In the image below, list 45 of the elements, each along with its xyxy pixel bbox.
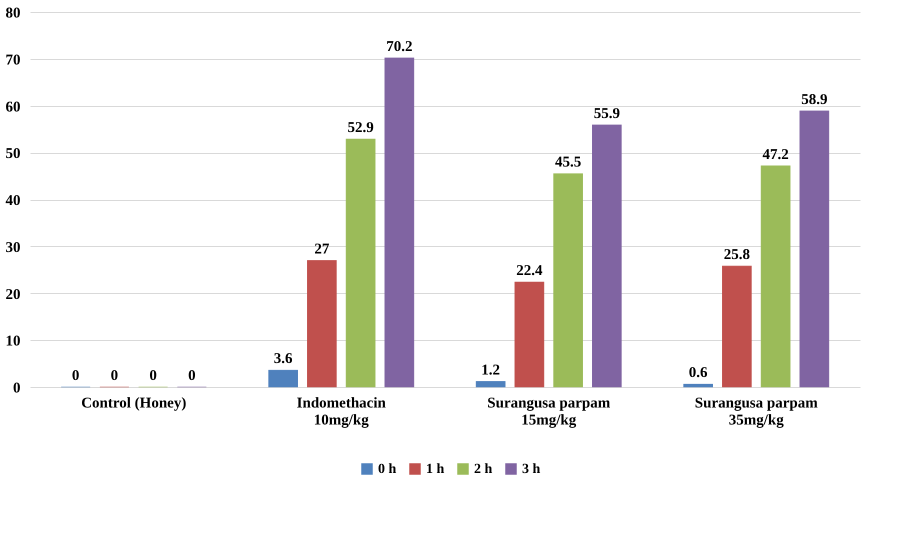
data-label: 70.2 — [386, 38, 412, 55]
data-label: 27 — [314, 241, 330, 258]
bar — [307, 260, 337, 388]
data-label: 58.9 — [801, 92, 828, 108]
bar — [760, 165, 790, 388]
y-tick-label: 80 — [6, 6, 20, 22]
y-tick-label: 0 — [13, 380, 20, 396]
data-label: 3.6 — [274, 351, 294, 368]
bar — [683, 384, 713, 388]
y-tick-label: 30 — [6, 240, 20, 256]
data-label: 55.9 — [594, 106, 620, 122]
bar — [592, 124, 622, 388]
data-label: 52.9 — [347, 120, 374, 136]
data-label: 1.2 — [481, 362, 500, 378]
bar — [722, 266, 752, 388]
data-label: 47.2 — [762, 146, 789, 163]
legend-label: 3 h — [522, 462, 540, 477]
bar — [553, 173, 583, 388]
data-label: 0 — [110, 368, 118, 384]
x-tick-label: Surangusa parpam 35mg/kg — [694, 396, 818, 428]
y-tick-label: 20 — [6, 286, 20, 303]
x-tick-label: Control (Honey) — [81, 396, 186, 412]
y-tick-label: 50 — [6, 146, 20, 162]
y-tick-label: 70 — [6, 52, 20, 68]
x-tick-label: Indomethacin 10mg/kg — [296, 396, 386, 428]
data-label: 45.5 — [554, 154, 582, 171]
bar — [476, 381, 506, 388]
data-label: 0 — [72, 368, 80, 384]
x-tick-label: Surangusa parpam 15mg/kg — [487, 396, 611, 428]
y-tick-label: 10 — [6, 334, 20, 350]
data-label: 0.6 — [688, 365, 708, 382]
data-label: 22.4 — [516, 263, 544, 279]
legend-label: 2 h — [474, 462, 492, 477]
bar — [800, 110, 830, 388]
legend-label: 0 h — [378, 462, 396, 477]
y-tick-label: 40 — [6, 193, 20, 209]
data-label: 0 — [188, 368, 196, 384]
bar — [268, 370, 298, 388]
bar — [384, 58, 414, 388]
bar — [346, 138, 376, 388]
y-tick-label: 60 — [6, 99, 20, 116]
legend-label: 1 h — [426, 462, 444, 477]
data-label: 25.8 — [724, 247, 750, 264]
bar — [514, 282, 544, 388]
data-label: 0 — [149, 368, 157, 384]
